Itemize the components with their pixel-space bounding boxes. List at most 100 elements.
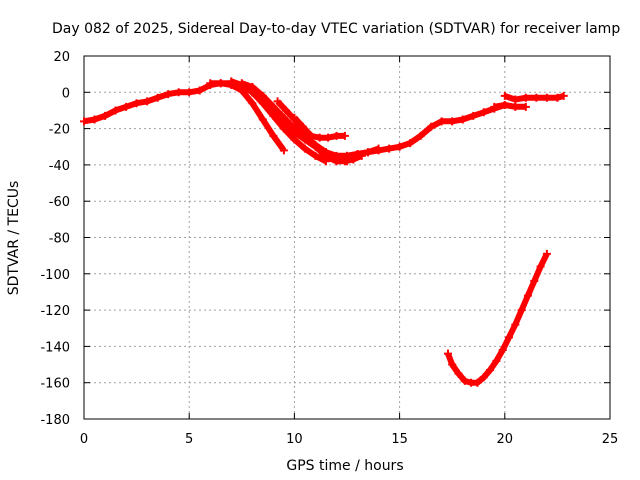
- data-point: [448, 117, 457, 126]
- data-point: [395, 142, 404, 151]
- y-tick-label: -60: [49, 195, 70, 210]
- x-tick-label: 15: [391, 432, 408, 447]
- data-point: [437, 117, 446, 126]
- data-point: [517, 306, 526, 315]
- y-tick-label: 0: [62, 86, 70, 101]
- data-point: [111, 106, 120, 115]
- data-point: [122, 102, 131, 111]
- data-point: [269, 131, 278, 140]
- data-point: [505, 333, 514, 342]
- data-point: [500, 101, 509, 110]
- data-point: [281, 106, 290, 115]
- data-point: [307, 131, 316, 140]
- data-point: [460, 376, 469, 385]
- axis-ticks: 0 5 10 15 20 25 20 0 -20 -40 -60 -80 -100 -120 -140 -16…: [40, 50, 618, 447]
- data-point: [332, 153, 341, 162]
- data-point: [473, 378, 482, 387]
- y-tick-label: -160: [40, 377, 70, 392]
- data-point: [90, 115, 99, 124]
- y-tick-label: -80: [49, 232, 70, 247]
- data-point: [216, 79, 225, 88]
- data-point: [490, 102, 499, 111]
- data-point: [469, 111, 478, 120]
- data-point: [273, 97, 282, 106]
- data-point: [500, 91, 509, 100]
- data-point: [300, 144, 309, 153]
- data-point: [385, 144, 394, 153]
- data-point: [174, 88, 183, 97]
- data-point: [227, 77, 236, 86]
- data-point: [427, 122, 436, 131]
- data-point: [511, 320, 520, 329]
- data-point: [258, 115, 267, 124]
- data-point: [443, 349, 452, 358]
- data-point: [290, 113, 299, 122]
- data-point: [324, 133, 333, 142]
- data-point: [332, 131, 341, 140]
- data-point: [143, 97, 152, 106]
- series-low-arc: [445, 252, 550, 386]
- data-point: [80, 117, 88, 126]
- data-point: [448, 360, 457, 369]
- data-point: [290, 135, 299, 144]
- data-point: [340, 131, 349, 140]
- data-point: [290, 124, 299, 133]
- y-axis-label: SDTVAR / TECUs: [6, 181, 22, 296]
- data-point: [559, 91, 568, 100]
- data-point: [406, 139, 415, 148]
- data-point: [164, 90, 173, 99]
- data-point: [237, 79, 246, 88]
- data-point: [521, 102, 530, 111]
- x-tick-label: 0: [80, 432, 88, 447]
- data-point: [523, 291, 532, 300]
- y-tick-label: -120: [40, 304, 70, 319]
- data-point: [530, 277, 539, 286]
- data-point: [511, 102, 520, 111]
- x-tick-label: 5: [185, 432, 193, 447]
- data-point: [258, 91, 267, 100]
- data-point: [195, 86, 204, 95]
- data-point: [353, 150, 362, 159]
- data-point: [315, 133, 324, 142]
- y-tick-label: -20: [49, 123, 70, 138]
- grid: [84, 56, 610, 419]
- data-point: [269, 102, 278, 111]
- y-tick-label: -140: [40, 340, 70, 355]
- data-point: [479, 373, 488, 382]
- x-tick-label: 20: [497, 432, 514, 447]
- data-point: [374, 144, 383, 153]
- data-point: [364, 148, 373, 157]
- data-point: [258, 99, 267, 108]
- x-axis-label: GPS time / hours: [286, 458, 403, 474]
- data-point: [521, 93, 530, 102]
- y-tick-label: -180: [40, 413, 70, 428]
- x-tick-label: 25: [602, 432, 619, 447]
- data-point: [454, 369, 463, 378]
- data-point: [132, 99, 141, 108]
- data-point: [269, 111, 278, 120]
- data-point: [343, 151, 351, 160]
- data-point: [248, 82, 257, 91]
- data-point: [479, 108, 488, 117]
- y-tick-label: 20: [53, 50, 70, 65]
- data-marks: [80, 77, 568, 387]
- data-point: [553, 93, 562, 102]
- data-point: [542, 249, 551, 258]
- data-point: [532, 93, 541, 102]
- data-point: [185, 88, 194, 97]
- data-point: [248, 99, 257, 108]
- data-point: [206, 79, 215, 88]
- data-point: [279, 146, 288, 155]
- data-point: [416, 131, 425, 140]
- data-point: [279, 124, 288, 133]
- data-point: [498, 346, 507, 355]
- series-trace-c: [230, 78, 328, 164]
- data-point: [311, 151, 320, 160]
- data-point: [486, 365, 495, 374]
- data-point: [153, 93, 162, 102]
- data-point: [458, 115, 467, 124]
- y-tick-label: -100: [40, 268, 70, 283]
- plot-frame: [83, 55, 611, 420]
- data-point: [321, 153, 330, 162]
